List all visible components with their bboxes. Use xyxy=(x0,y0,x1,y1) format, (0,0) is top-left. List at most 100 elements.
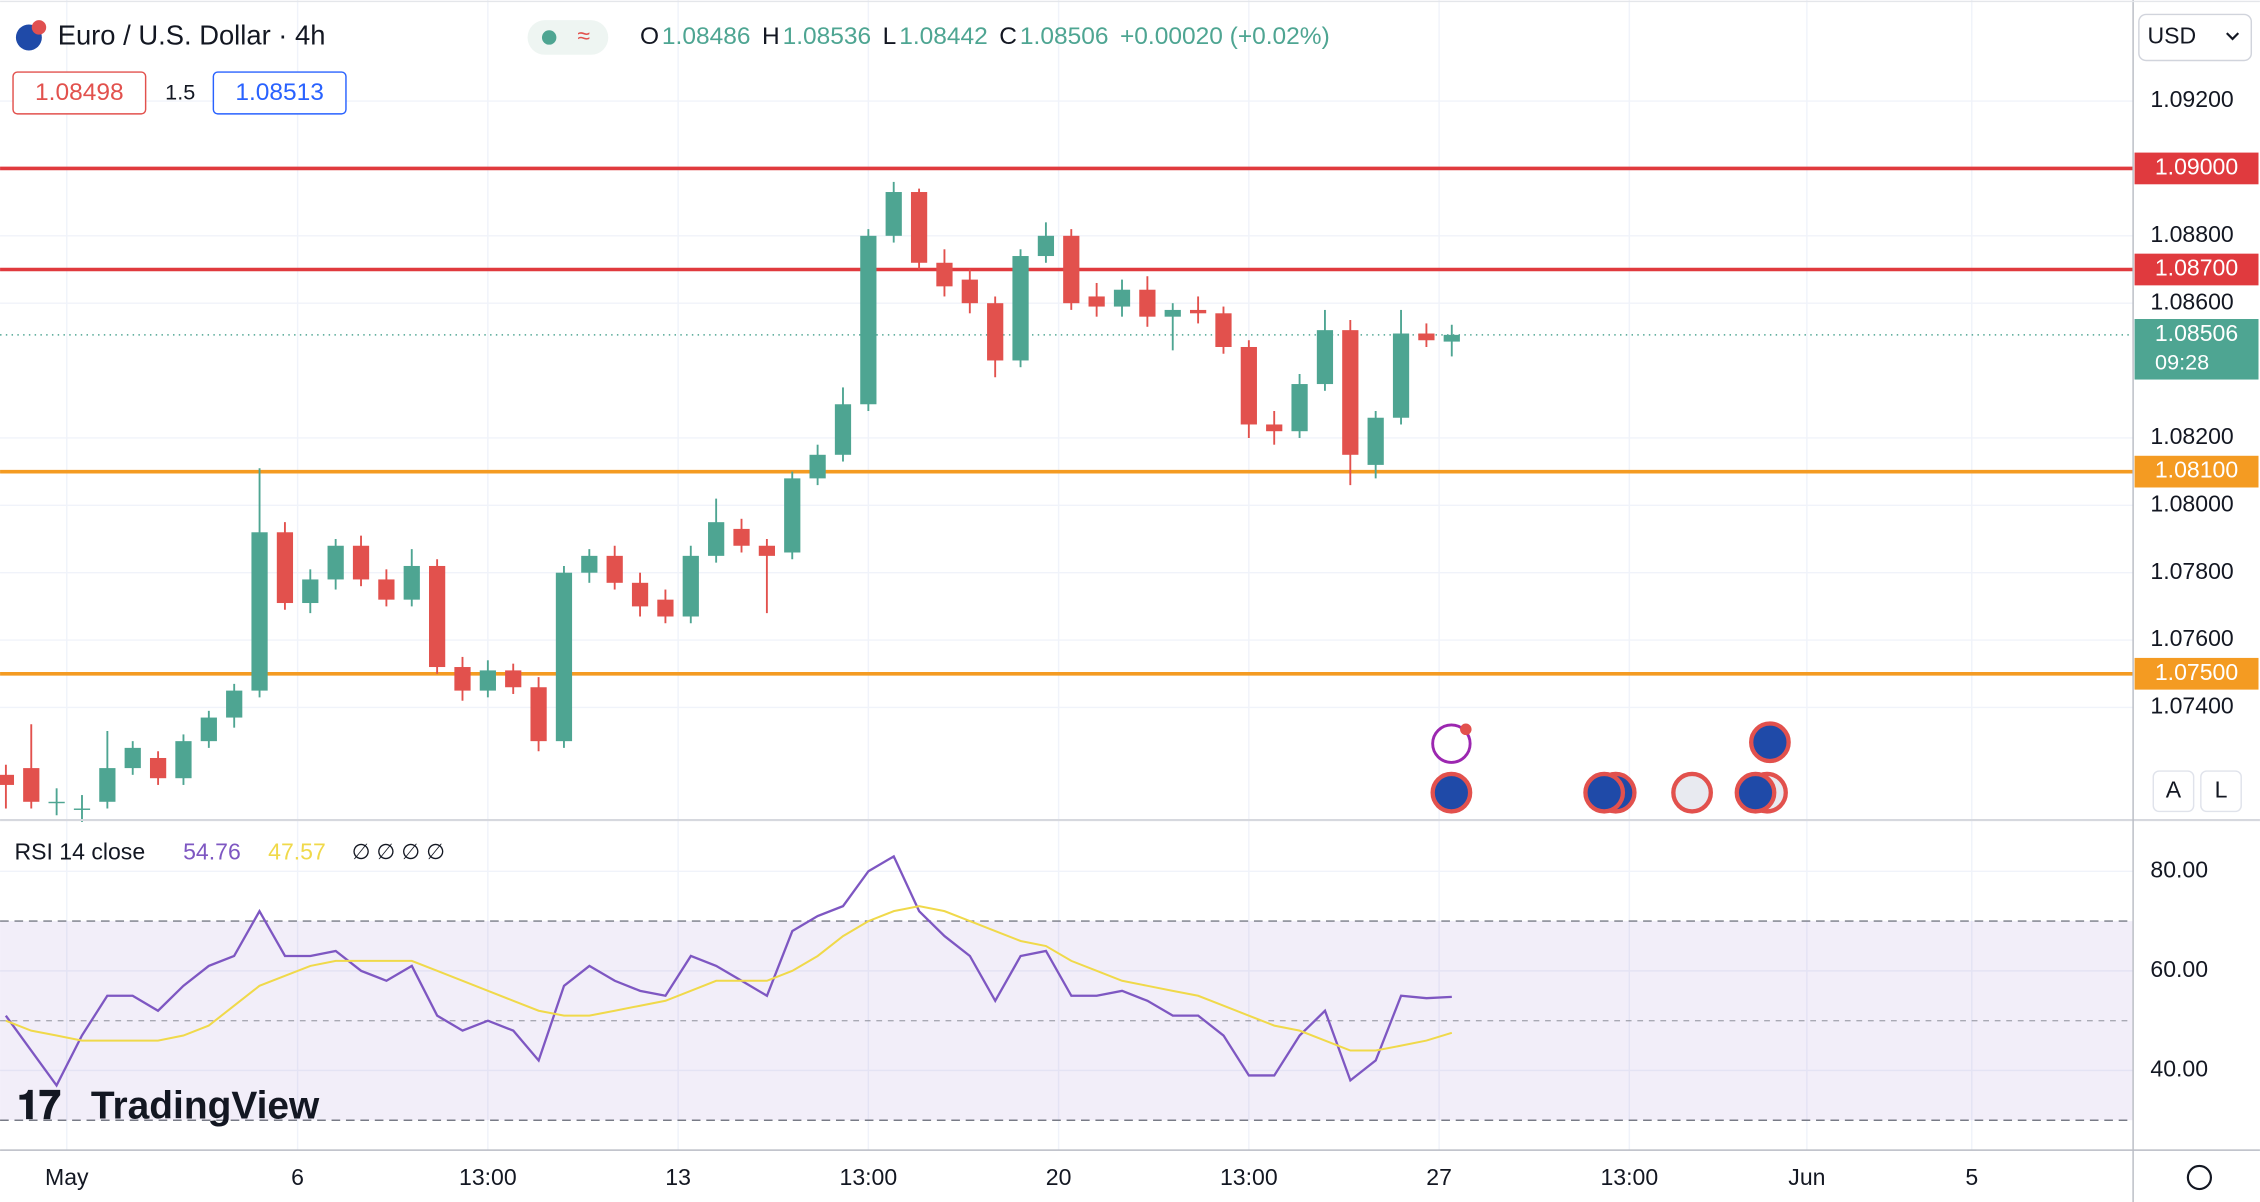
candle-body xyxy=(1392,333,1410,418)
candle-body xyxy=(352,545,370,580)
candle-body xyxy=(657,599,674,617)
status-icon: ≈ xyxy=(577,23,590,49)
candle-body xyxy=(1367,417,1384,465)
x-tick-label: May xyxy=(45,1164,89,1190)
candle-body xyxy=(479,670,496,691)
candle-body xyxy=(403,565,420,600)
candle-body xyxy=(1063,235,1080,304)
candle-body xyxy=(1037,235,1055,257)
candle-body xyxy=(226,690,243,718)
quote-key: O xyxy=(640,23,659,50)
symbol-title: Euro / U.S. Dollar · 4h xyxy=(58,20,326,51)
rsi-line xyxy=(4,854,1452,1088)
y-tick-label: 1.08800 xyxy=(2150,221,2233,247)
candle-body xyxy=(505,670,522,688)
candle-body xyxy=(631,582,649,607)
y-tick-label: 1.07800 xyxy=(2150,558,2233,584)
ask-box[interactable] xyxy=(212,71,347,115)
bid-price: 1.08498 xyxy=(35,79,124,106)
x-tick-label: 13:00 xyxy=(1600,1164,1658,1190)
y-tick-label: 1.08200 xyxy=(2150,423,2233,449)
candle-body xyxy=(200,717,217,742)
quote-value: 1.08486 xyxy=(662,23,751,50)
candle-body xyxy=(961,279,978,304)
countdown: 09:28 xyxy=(2155,349,2209,374)
candle-body xyxy=(682,555,699,617)
event-icon[interactable] xyxy=(1734,771,1777,814)
candle-body xyxy=(606,555,623,583)
event-badge xyxy=(1460,723,1472,736)
log-button[interactable] xyxy=(2200,770,2242,813)
candle-body xyxy=(175,741,192,779)
candle-body xyxy=(910,192,928,263)
auto-button[interactable] xyxy=(2152,770,2195,813)
candle-body xyxy=(327,545,344,580)
level-label-box xyxy=(2134,657,2259,690)
x-tick-label: 27 xyxy=(1426,1164,1452,1190)
candle-body xyxy=(378,579,395,600)
candle-body xyxy=(99,768,116,802)
candle-body xyxy=(1164,309,1181,317)
candle-body xyxy=(1240,346,1257,425)
event-icon[interactable] xyxy=(1431,723,1472,764)
candle-body xyxy=(1291,384,1308,432)
auto-label: A xyxy=(2166,776,2182,802)
y-tick-label: 1.08000 xyxy=(2150,490,2233,516)
legend-ma: 47.57 xyxy=(268,838,326,864)
quote-value: 1.08536 xyxy=(783,23,872,50)
log-label: L xyxy=(2215,776,2228,802)
candle-body xyxy=(1012,256,1029,361)
dropdown-arrow xyxy=(2226,32,2240,41)
candle-body xyxy=(276,532,294,604)
event-icon[interactable] xyxy=(1671,771,1713,814)
x-tick-label: 5 xyxy=(1965,1164,1978,1190)
settings-icon[interactable] xyxy=(2186,1164,2213,1191)
rsi-line xyxy=(5,905,1453,1052)
quote-value: 1.08506 xyxy=(1020,23,1109,50)
candle-body xyxy=(1189,309,1207,314)
candle-body xyxy=(48,801,65,804)
event-icon[interactable] xyxy=(1430,771,1473,814)
candle-body xyxy=(73,808,91,810)
x-tick-label: 13:00 xyxy=(1220,1164,1278,1190)
y-tick-label: 1.07600 xyxy=(2150,625,2233,651)
candle-body xyxy=(581,555,598,573)
x-tick-label: 20 xyxy=(1046,1164,1072,1190)
candle-body xyxy=(23,768,40,802)
logo-mark: 𝟏𝟕 xyxy=(17,1085,61,1128)
candle-body xyxy=(936,262,953,287)
candle-body xyxy=(555,572,573,742)
candle-body xyxy=(1088,296,1105,307)
candle-body xyxy=(809,454,826,479)
x-tick-label: 13:00 xyxy=(459,1164,517,1190)
y-tick-label: 1.07400 xyxy=(2150,693,2233,719)
candle-body xyxy=(885,192,902,236)
currency-select[interactable] xyxy=(2138,13,2253,62)
event-icon[interactable] xyxy=(1749,721,1791,764)
currency: USD xyxy=(2148,23,2197,49)
event-icon[interactable] xyxy=(1583,771,1626,814)
candle-body xyxy=(1418,333,1435,341)
candle-body xyxy=(834,404,852,455)
candle-body xyxy=(454,667,471,691)
legend-rsi: 54.76 xyxy=(183,838,241,864)
price-change: +0.00020 (+0.02%) xyxy=(1120,23,1330,50)
level-label: 1.07500 xyxy=(2155,659,2238,685)
level-label-box xyxy=(2134,253,2259,286)
candle-body xyxy=(987,303,1004,361)
bid-box[interactable] xyxy=(12,71,147,115)
candle-body xyxy=(1215,313,1232,347)
symbol-flag xyxy=(31,20,47,35)
event-icons xyxy=(1430,721,1791,814)
rsi-tick-label: 60.00 xyxy=(2150,956,2208,982)
candle-body xyxy=(1266,424,1283,432)
candle-body xyxy=(733,528,750,546)
candle-body xyxy=(708,522,725,556)
candle-body xyxy=(0,774,15,785)
candle-body xyxy=(149,757,167,779)
status-pill[interactable] xyxy=(527,20,609,55)
quote-key: C xyxy=(999,23,1017,50)
rsi-title: RSI 14 close xyxy=(14,838,145,864)
